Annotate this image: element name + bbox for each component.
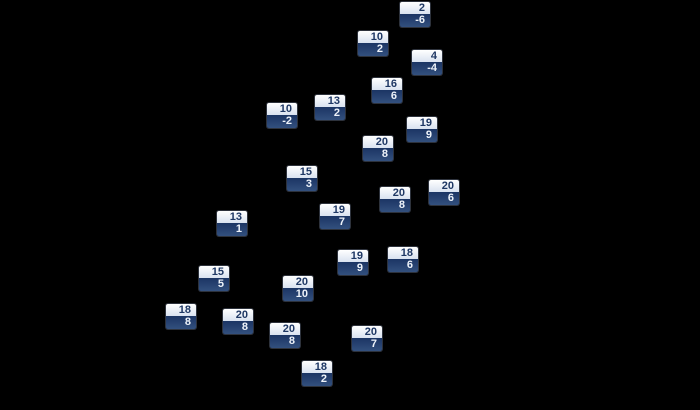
stack-top-value: 13 [217,211,247,223]
stack-bottom-value: 10 [283,288,313,301]
stack-bottom-value: 2 [302,373,332,386]
unit-stack-badge[interactable]: 15 5 [199,266,229,291]
stack-top-value: 19 [320,204,350,216]
unit-stack-badge[interactable]: 20 8 [270,323,300,348]
stack-top-value: 20 [223,309,253,321]
stack-top-value: 18 [302,361,332,373]
stack-bottom-value: 6 [388,259,418,272]
stack-bottom-value: 2 [358,43,388,56]
stack-bottom-value: 5 [199,278,229,291]
stack-bottom-value: 1 [217,223,247,236]
stack-bottom-value: 7 [352,338,382,351]
stack-top-value: 4 [412,50,442,62]
stack-top-value: 20 [352,326,382,338]
unit-stack-badge[interactable]: 15 3 [287,166,317,191]
stack-top-value: 20 [380,187,410,199]
stack-bottom-value: 9 [407,129,437,142]
stack-bottom-value: 8 [380,199,410,212]
unit-stack-badge[interactable]: 18 6 [388,247,418,272]
stack-bottom-value: -6 [400,14,430,27]
stack-top-value: 10 [267,103,297,115]
stack-bottom-value: 8 [270,335,300,348]
stack-top-value: 10 [358,31,388,43]
unit-stack-badge[interactable]: 19 9 [338,250,368,275]
stack-bottom-value: 6 [372,90,402,103]
stack-top-value: 20 [283,276,313,288]
stack-top-value: 15 [199,266,229,278]
stack-bottom-value: 3 [287,178,317,191]
stack-top-value: 20 [429,180,459,192]
stack-top-value: 20 [270,323,300,335]
stack-bottom-value: 9 [338,262,368,275]
stack-top-value: 16 [372,78,402,90]
stack-bottom-value: 8 [223,321,253,334]
unit-stack-badge[interactable]: 10 -2 [267,103,297,128]
unit-stack-badge[interactable]: 20 8 [380,187,410,212]
unit-stack-badge[interactable]: 2 -6 [400,2,430,27]
unit-stack-badge[interactable]: 10 2 [358,31,388,56]
stack-top-value: 19 [407,117,437,129]
stack-top-value: 15 [287,166,317,178]
stack-bottom-value: 7 [320,216,350,229]
stack-bottom-value: 8 [363,148,393,161]
unit-stack-badge[interactable]: 16 6 [372,78,402,103]
unit-stack-badge[interactable]: 20 10 [283,276,313,301]
stack-bottom-value: 8 [166,316,196,329]
unit-stack-badge[interactable]: 20 8 [223,309,253,334]
stack-top-value: 18 [388,247,418,259]
stack-top-value: 2 [400,2,430,14]
unit-stack-badge[interactable]: 19 7 [320,204,350,229]
unit-stack-badge[interactable]: 13 1 [217,211,247,236]
unit-stack-badge[interactable]: 4 -4 [412,50,442,75]
unit-stack-badge[interactable]: 19 9 [407,117,437,142]
stack-bottom-value: 6 [429,192,459,205]
unit-stack-badge[interactable]: 18 2 [302,361,332,386]
stack-bottom-value: 2 [315,107,345,120]
stack-top-value: 13 [315,95,345,107]
stack-top-value: 18 [166,304,196,316]
unit-stack-badge[interactable]: 20 6 [429,180,459,205]
stack-bottom-value: -2 [267,115,297,128]
unit-stack-badge[interactable]: 20 8 [363,136,393,161]
unit-stack-badge[interactable]: 18 8 [166,304,196,329]
unit-stack-badge[interactable]: 20 7 [352,326,382,351]
unit-stack-badge[interactable]: 13 2 [315,95,345,120]
stack-top-value: 19 [338,250,368,262]
stack-bottom-value: -4 [412,62,442,75]
stack-top-value: 20 [363,136,393,148]
